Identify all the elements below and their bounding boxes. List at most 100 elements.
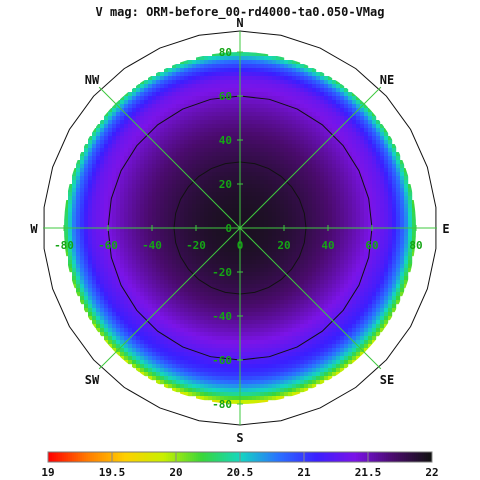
sky-brightness-cell <box>404 240 409 245</box>
sky-brightness-cell <box>264 176 269 181</box>
sky-brightness-cell <box>160 204 165 209</box>
sky-brightness-cell <box>336 152 341 157</box>
sky-brightness-cell <box>316 168 321 173</box>
sky-brightness-cell <box>360 148 365 153</box>
sky-brightness-cell <box>308 300 313 305</box>
sky-brightness-cell <box>144 232 149 237</box>
sky-brightness-cell <box>280 248 285 253</box>
sky-brightness-cell <box>372 132 377 137</box>
sky-brightness-cell <box>376 216 381 221</box>
sky-brightness-cell <box>116 120 121 125</box>
sky-brightness-cell <box>120 224 125 229</box>
sky-brightness-cell <box>160 220 165 225</box>
sky-brightness-cell <box>312 144 317 149</box>
sky-brightness-cell <box>124 272 129 277</box>
sky-brightness-cell <box>380 244 385 249</box>
sky-brightness-cell <box>124 320 129 325</box>
sky-brightness-cell <box>88 164 93 169</box>
sky-brightness-cell <box>288 256 293 261</box>
sky-brightness-cell <box>256 56 261 61</box>
sky-brightness-cell <box>376 304 381 309</box>
sky-brightness-cell <box>124 120 129 125</box>
sky-brightness-cell <box>264 288 269 293</box>
sky-brightness-cell <box>76 188 81 193</box>
sky-brightness-cell <box>348 220 353 225</box>
sky-brightness-cell <box>272 176 277 181</box>
sky-brightness-cell <box>332 276 337 281</box>
sky-brightness-cell <box>104 132 109 137</box>
sky-brightness-cell <box>240 256 245 261</box>
sky-brightness-cell <box>388 136 393 141</box>
sky-brightness-cell <box>404 216 409 221</box>
sky-brightness-cell <box>208 216 213 221</box>
sky-brightness-cell <box>276 164 281 169</box>
sky-brightness-cell <box>124 156 129 161</box>
sky-brightness-cell <box>228 96 233 101</box>
sky-brightness-cell <box>368 200 373 205</box>
sky-brightness-cell <box>128 184 133 189</box>
sky-brightness-cell <box>212 220 217 225</box>
sky-brightness-cell <box>260 148 265 153</box>
sky-brightness-cell <box>84 236 89 241</box>
sky-brightness-cell <box>308 268 313 273</box>
sky-brightness-cell <box>204 132 209 137</box>
sky-brightness-cell <box>200 144 205 149</box>
sky-brightness-cell <box>160 244 165 249</box>
sky-brightness-cell <box>240 252 245 257</box>
sky-brightness-cell <box>312 240 317 245</box>
sky-brightness-cell <box>256 312 261 317</box>
sky-brightness-cell <box>152 124 157 129</box>
sky-brightness-cell <box>220 144 225 149</box>
sky-brightness-cell <box>256 136 261 141</box>
sky-brightness-cell <box>332 184 337 189</box>
sky-brightness-cell <box>348 296 353 301</box>
sky-brightness-cell <box>164 240 169 245</box>
sky-brightness-cell <box>356 224 361 229</box>
sky-brightness-cell <box>152 224 157 229</box>
sky-brightness-cell <box>172 208 177 213</box>
sky-brightness-cell <box>248 68 253 73</box>
sky-brightness-cell <box>184 128 189 133</box>
sky-brightness-cell <box>104 316 109 321</box>
sky-brightness-cell <box>76 164 81 169</box>
sky-brightness-cell <box>80 192 85 197</box>
sky-brightness-cell <box>156 248 161 253</box>
sky-brightness-cell <box>196 88 201 93</box>
sky-brightness-cell <box>212 256 217 261</box>
sky-brightness-cell <box>320 184 325 189</box>
sky-brightness-cell <box>128 320 133 325</box>
sky-brightness-cell <box>220 316 225 321</box>
sky-brightness-cell <box>252 52 257 57</box>
sky-brightness-cell <box>280 300 285 305</box>
sky-brightness-cell <box>108 144 113 149</box>
sky-brightness-cell <box>136 220 141 225</box>
sky-brightness-cell <box>256 104 261 109</box>
sky-brightness-cell <box>180 268 185 273</box>
sky-brightness-cell <box>92 252 97 257</box>
sky-brightness-cell <box>320 84 325 89</box>
sky-brightness-cell <box>184 100 189 105</box>
sky-brightness-cell <box>264 296 269 301</box>
sky-brightness-cell <box>160 128 165 133</box>
sky-brightness-cell <box>348 224 353 229</box>
sky-brightness-cell <box>280 316 285 321</box>
sky-brightness-cell <box>172 132 177 137</box>
sky-brightness-cell <box>304 196 309 201</box>
sky-brightness-cell <box>340 308 345 313</box>
sky-brightness-cell <box>340 264 345 269</box>
sky-brightness-cell <box>188 180 193 185</box>
sky-brightness-cell <box>232 180 237 185</box>
sky-brightness-cell <box>152 248 157 253</box>
sky-brightness-cell <box>140 264 145 269</box>
sky-brightness-cell <box>96 268 101 273</box>
sky-brightness-cell <box>272 232 277 237</box>
sky-brightness-cell <box>248 60 253 65</box>
sky-brightness-cell <box>224 128 229 133</box>
sky-brightness-cell <box>376 124 381 129</box>
sky-brightness-cell <box>320 240 325 245</box>
sky-brightness-cell <box>272 300 277 305</box>
sky-brightness-cell <box>92 316 97 321</box>
sky-brightness-cell <box>380 248 385 253</box>
sky-brightness-cell <box>252 144 257 149</box>
sky-brightness-cell <box>72 236 77 241</box>
